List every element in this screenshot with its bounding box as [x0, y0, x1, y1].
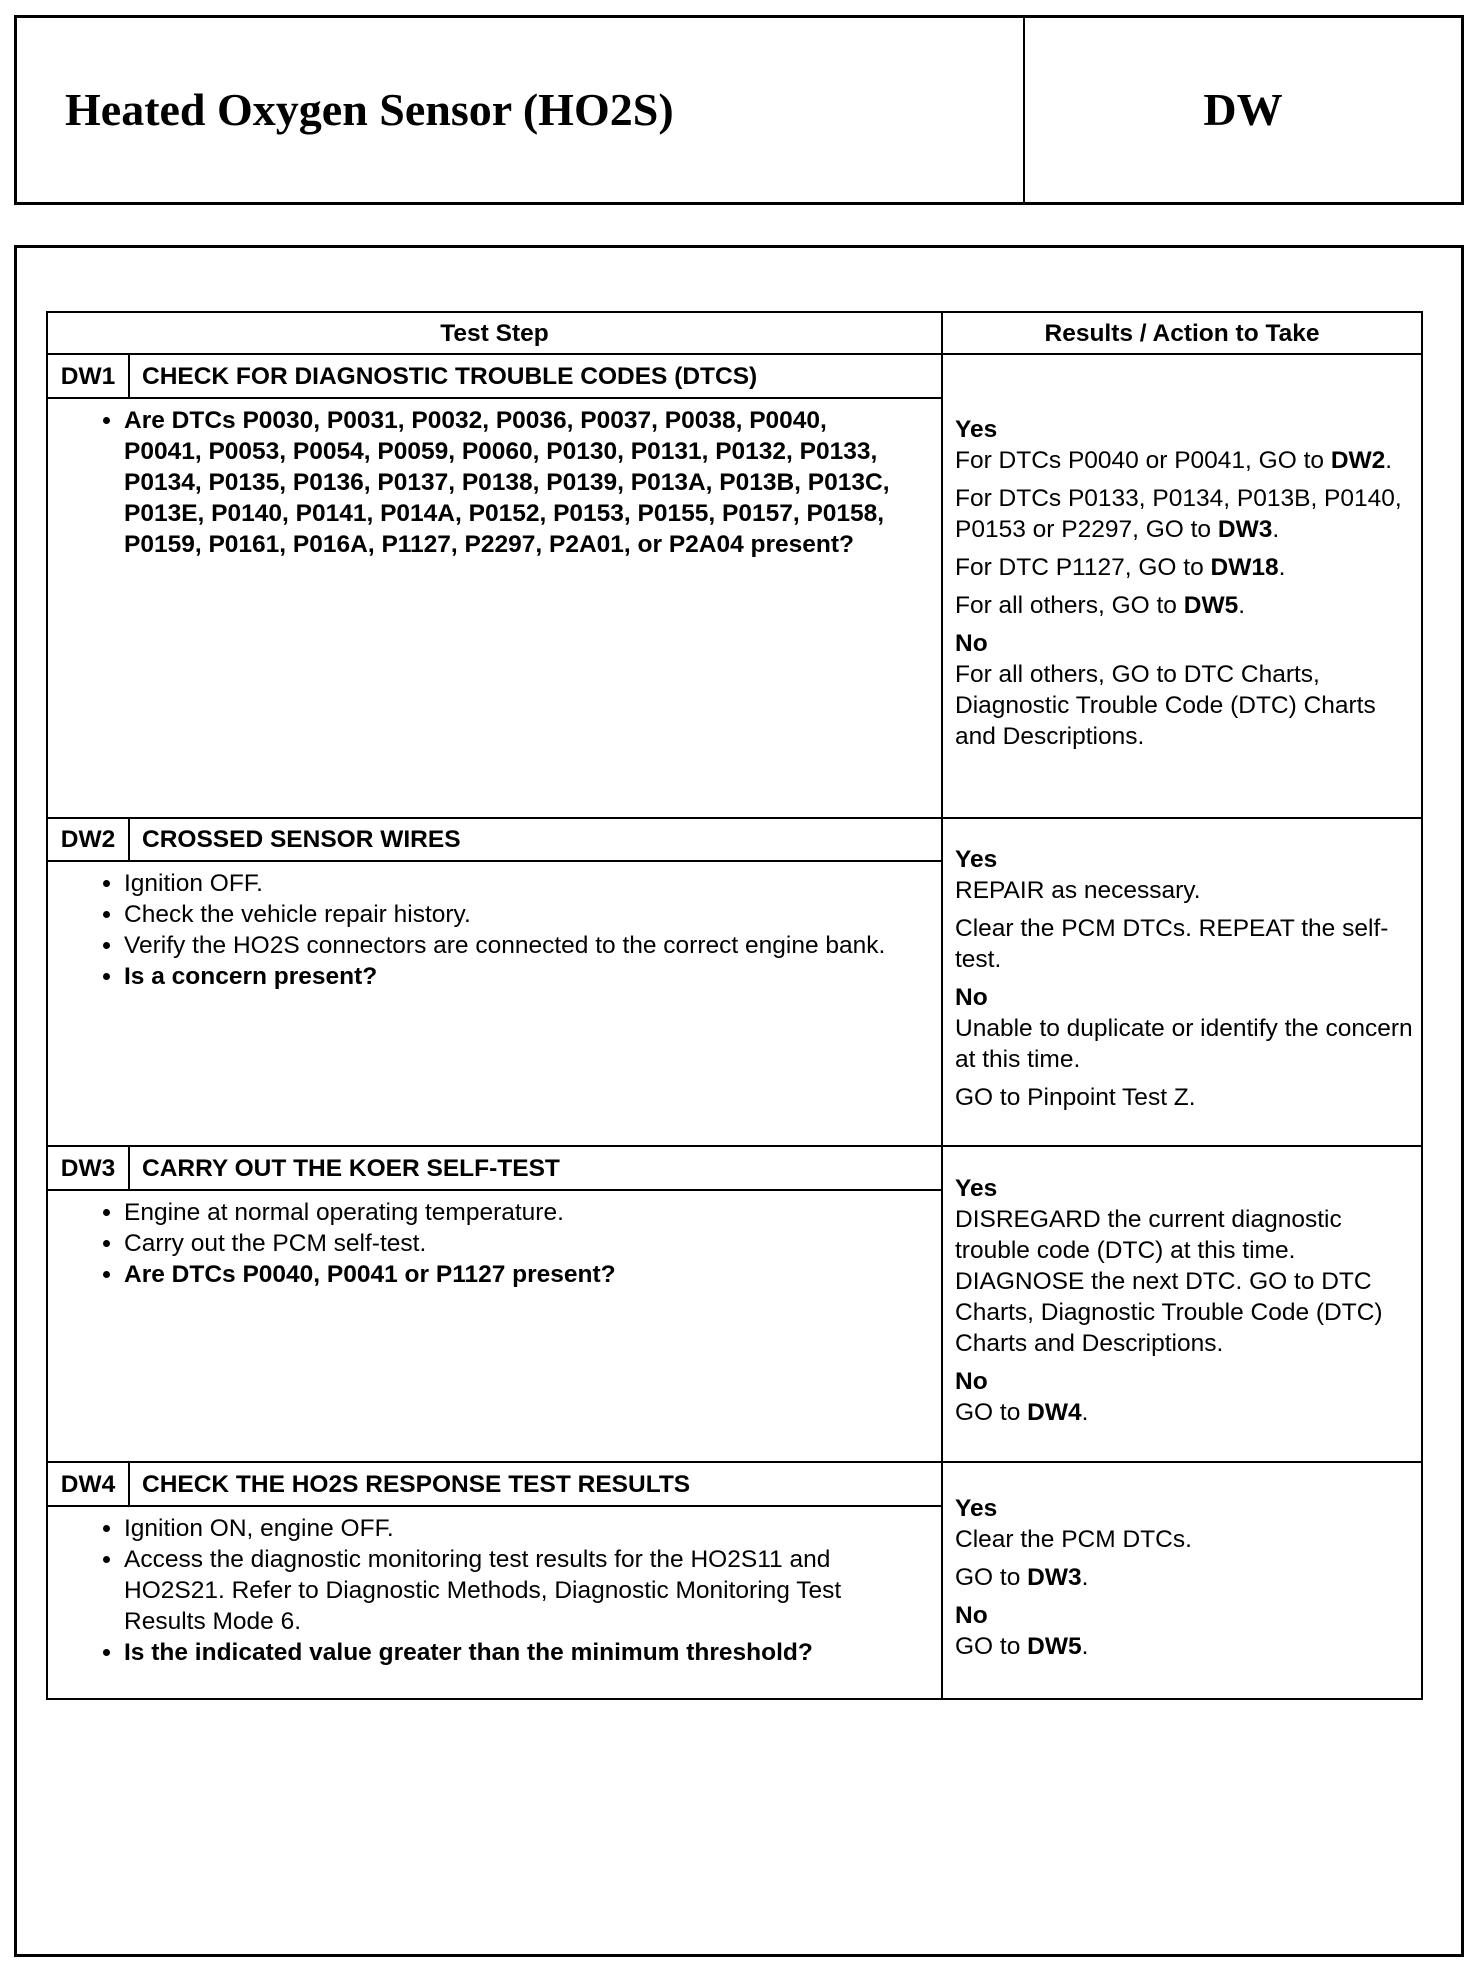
result-text: Unable to duplicate or identify the conc…: [955, 1015, 1413, 1073]
result-text: GO to: [955, 1399, 1028, 1426]
result-line: For all others, GO to DW5.: [955, 590, 1415, 621]
page-title: Heated Oxygen Sensor (HO2S): [65, 84, 674, 135]
result-text: .: [1272, 515, 1280, 543]
instruction-item: Carry out the PCM self-test.: [124, 1228, 911, 1259]
result-line: GO to DW4.: [955, 1397, 1415, 1428]
step-body-row: Ignition OFF.Check the vehicle repair hi…: [46, 860, 1422, 1147]
step-instructions: Engine at normal operating temperature.C…: [46, 1189, 943, 1463]
instruction-item: Check the vehicle repair history.: [124, 899, 911, 930]
step-link[interactable]: DW18: [1210, 553, 1279, 581]
result-line: For all others, GO to DTC Charts, Diagno…: [955, 659, 1415, 752]
result-text: GO to: [955, 1632, 1028, 1660]
result-label: No: [955, 984, 988, 1011]
column-header-test-step: Test Step: [46, 311, 943, 355]
step-title: CROSSED SENSOR WIRES: [128, 817, 943, 862]
result-line: Clear the PCM DTCs.: [955, 1524, 1415, 1555]
result-label: Yes: [955, 1494, 998, 1522]
step-instructions: Ignition ON, engine OFF.Access the diagn…: [46, 1505, 943, 1700]
result-label: Yes: [955, 1175, 998, 1202]
result-text: For all others, GO to: [955, 591, 1184, 619]
instruction-item: Access the diagnostic monitoring test re…: [124, 1544, 911, 1637]
header-divider: [1023, 18, 1025, 202]
result-line: For DTC P1127, GO to DW18.: [955, 552, 1415, 583]
result-text: For DTCs P0040 or P0041, GO to: [955, 446, 1331, 474]
step-id: DW3: [46, 1145, 130, 1191]
step-results: Yes DISREGARD the current diagnostic trou…: [941, 1145, 1423, 1463]
result-text: GO to Pinpoint Test Z.: [955, 1084, 1196, 1111]
instruction-item: Are DTCs P0040, P0041 or P1127 present?: [124, 1259, 911, 1290]
result-label: No: [955, 1368, 988, 1395]
step-id: DW2: [46, 817, 130, 862]
result-label: No: [955, 629, 988, 657]
page-header: Heated Oxygen Sensor (HO2S) DW: [14, 15, 1464, 205]
result-line: GO to Pinpoint Test Z.: [955, 1082, 1415, 1113]
result-text: Clear the PCM DTCs. REPEAT the self-test…: [955, 915, 1389, 973]
result-text: DISREGARD the current diagnostic trouble…: [955, 1206, 1383, 1357]
result-line: For DTCs P0040 or P0041, GO to DW2.: [955, 445, 1415, 476]
step-instructions: Ignition OFF.Check the vehicle repair hi…: [46, 860, 943, 1147]
step-title-row: DW2 CROSSED SENSOR WIRES Yes REPAIR as nece…: [46, 817, 1423, 1147]
step-title: CHECK THE HO2S RESPONSE TEST RESULTS: [128, 1461, 943, 1507]
section-code: DW: [1203, 84, 1283, 135]
result-line: REPAIR as necessary.: [955, 875, 1415, 906]
result-text: Clear the PCM DTCs.: [955, 1525, 1192, 1553]
result-line: For DTCs P0133, P0134, P013B, P0140, P01…: [955, 483, 1415, 545]
step-title: CARRY OUT THE KOER SELF-TEST: [128, 1145, 943, 1191]
result-line: Clear the PCM DTCs. REPEAT the self-test…: [955, 913, 1415, 975]
step-link[interactable]: DW5: [1183, 591, 1239, 619]
step-id: DW1: [46, 353, 130, 399]
content-frame: [14, 245, 1464, 1957]
column-header-results: Results / Action to Take: [941, 311, 1423, 355]
step-body-row: Ignition ON, engine OFF.Access the diagn…: [46, 1505, 1422, 1700]
result-text: GO to: [955, 1563, 1028, 1591]
instruction-item: Is a concern present?: [124, 961, 911, 992]
step-body-row: Engine at normal operating temperature.C…: [46, 1189, 1422, 1463]
step-link[interactable]: DW3: [1027, 1563, 1082, 1591]
step-body-row: Are DTCs P0030, P0031, P0032, P0036, P00…: [46, 397, 1422, 819]
step-title: CHECK FOR DIAGNOSTIC TROUBLE CODES (DTCS…: [128, 353, 943, 399]
test-step-table: Test Step Results / Action to Take DW1 CH…: [46, 311, 1423, 1700]
result-text: REPAIR as necessary.: [955, 877, 1201, 904]
instruction-item: Ignition OFF.: [124, 868, 911, 899]
result-line: GO to DW3.: [955, 1562, 1415, 1593]
instruction-item: Is the indicated value greater than the …: [124, 1637, 911, 1668]
result-line: GO to DW5.: [955, 1631, 1415, 1662]
step-link[interactable]: DW4: [1027, 1399, 1082, 1426]
instruction-item: Ignition ON, engine OFF.: [124, 1513, 911, 1544]
result-text: For all others, GO to DTC Charts, Diagno…: [955, 660, 1376, 750]
result-label: Yes: [955, 846, 998, 873]
result-text: .: [1238, 591, 1246, 619]
step-title-row: DW3 CARRY OUT THE KOER SELF-TEST Yes DISREG…: [46, 1145, 1423, 1463]
step-instructions: Are DTCs P0030, P0031, P0032, P0036, P00…: [46, 397, 943, 819]
result-text: .: [1278, 553, 1286, 581]
step-link[interactable]: DW3: [1217, 515, 1273, 543]
result-text: For DTC P1127, GO to: [955, 553, 1211, 581]
instruction-item: Are DTCs P0030, P0031, P0032, P0036, P00…: [124, 405, 911, 560]
result-label: No: [955, 1601, 988, 1629]
result-text: .: [1081, 1399, 1089, 1426]
result-label: Yes: [955, 415, 998, 443]
result-text: .: [1081, 1563, 1089, 1591]
step-link[interactable]: DW5: [1027, 1632, 1082, 1660]
result-text: .: [1385, 446, 1393, 474]
result-line: DISREGARD the current diagnostic trouble…: [955, 1204, 1415, 1359]
step-title-row: DW1 CHECK FOR DIAGNOSTIC TROUBLE CODES (D…: [46, 353, 1423, 819]
step-results: Yes Clear the PCM DTCs. GO to DW3. No GO to …: [941, 1461, 1423, 1700]
result-text: .: [1081, 1632, 1089, 1660]
step-results: Yes REPAIR as necessary. Clear the PCM DTC…: [941, 817, 1423, 1147]
instruction-item: Verify the HO2S connectors are connected…: [124, 930, 911, 961]
step-id: DW4: [46, 1461, 130, 1507]
result-text: For DTCs P0133, P0134, P013B, P0140, P01…: [955, 484, 1402, 543]
step-results: Yes For DTCs P0040 or P0041, GO to DW2. Fo…: [941, 353, 1423, 819]
step-title-row: DW4 CHECK THE HO2S RESPONSE TEST RESULTS Y…: [46, 1461, 1423, 1700]
step-link[interactable]: DW2: [1330, 446, 1386, 474]
result-line: Unable to duplicate or identify the conc…: [955, 1013, 1415, 1075]
instruction-item: Engine at normal operating temperature.: [124, 1197, 911, 1228]
